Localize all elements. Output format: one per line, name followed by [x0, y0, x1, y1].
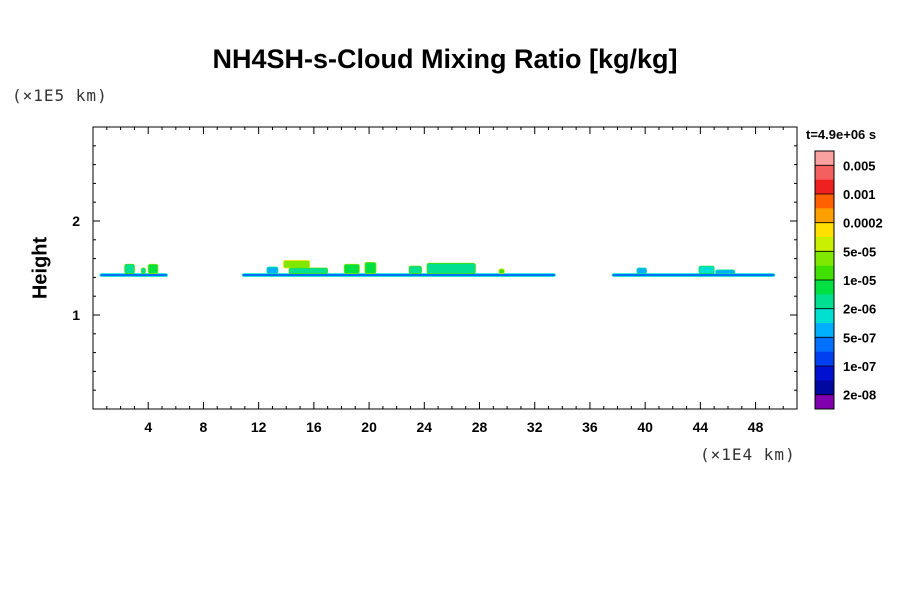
cloud-region-10: [408, 265, 422, 275]
cloud-region-13: [611, 273, 776, 277]
cloud-region-1: [124, 263, 135, 275]
colorbar-label: 1e-07: [843, 359, 876, 374]
colorbar-swatch: [815, 265, 834, 281]
cloud-region-7: [288, 267, 329, 275]
colorbar-label: 0.005: [843, 158, 876, 173]
colorbar-label: 2e-08: [843, 388, 876, 403]
cloud-region-2: [140, 267, 146, 275]
cloud-region-16: [715, 269, 736, 275]
cloud-region-3: [147, 263, 159, 275]
cloud-region-15: [698, 265, 715, 275]
x-tick-label: 28: [472, 419, 488, 435]
colorbar-swatch: [815, 208, 834, 223]
cloud-region-14: [636, 267, 647, 275]
x-tick-label: 40: [637, 419, 653, 435]
cloud-region-4: [241, 273, 556, 277]
colorbar-swatch: [815, 394, 834, 410]
cloud-region-9: [364, 261, 377, 275]
colorbar-label: 5e-05: [843, 244, 876, 259]
cloud-region-11: [426, 262, 476, 275]
cloud-region-5: [266, 266, 279, 275]
x-axis-unit: (×1E4 km): [700, 445, 796, 464]
y-tick-label: 1: [72, 307, 80, 323]
time-label: t=4.9e+06 s: [806, 127, 877, 142]
chart-title: NH4SH-s-Cloud Mixing Ratio [kg/kg]: [212, 44, 678, 74]
cloud-region-12: [498, 268, 505, 275]
x-tick-label: 32: [527, 419, 543, 435]
colorbar-swatch: [815, 294, 834, 309]
colorbar-swatch: [815, 151, 834, 166]
colorbar-swatch: [815, 380, 834, 395]
x-tick-label: 16: [306, 419, 322, 435]
y-tick-label: 2: [72, 213, 80, 229]
colorbar-swatch: [815, 165, 834, 180]
colorbar-swatch: [815, 251, 834, 266]
colorbar-swatch: [815, 323, 834, 338]
colorbar-label: 1e-05: [843, 273, 876, 288]
cloud-region-6: [283, 260, 311, 269]
x-tick-label: 24: [417, 419, 433, 435]
x-tick-label: 44: [693, 419, 709, 435]
cloud-region-0: [99, 273, 168, 277]
colorbar-swatch: [815, 337, 834, 352]
x-tick-label: 48: [748, 419, 764, 435]
cloud-regions: [99, 260, 776, 277]
colorbar-swatch: [815, 366, 834, 381]
colorbar-label: 2e-06: [843, 302, 876, 317]
colorbar-swatch: [815, 308, 834, 324]
colorbar-label: 5e-07: [843, 330, 876, 345]
cloud-region-8: [343, 263, 360, 275]
colorbar-swatch: [815, 280, 834, 295]
x-tick-label: 36: [582, 419, 598, 435]
colorbar-label: 0.0002: [843, 216, 883, 231]
colorbar-swatch: [815, 179, 834, 195]
colorbar-swatch: [815, 351, 834, 367]
x-tick-label: 20: [361, 419, 377, 435]
x-tick-label: 8: [200, 419, 208, 435]
y-axis-unit: (×1E5 km): [12, 86, 108, 105]
x-tick-label: 4: [144, 419, 152, 435]
colorbar-swatch: [815, 237, 834, 252]
x-tick-label: 12: [251, 419, 267, 435]
colorbar: 0.005 0.001 0.0002 5e-05 1e-05 2e-06 5e-07 1e-0…: [814, 150, 883, 410]
colorbar-label: 0.001: [843, 187, 876, 202]
plot-frame: [92, 126, 798, 410]
colorbar-swatch: [815, 194, 834, 209]
colorbar-swatch: [815, 222, 834, 238]
